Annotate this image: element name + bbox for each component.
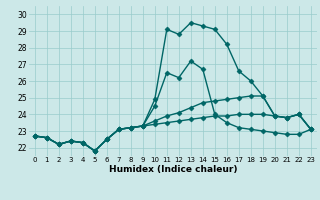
X-axis label: Humidex (Indice chaleur): Humidex (Indice chaleur)	[108, 165, 237, 174]
